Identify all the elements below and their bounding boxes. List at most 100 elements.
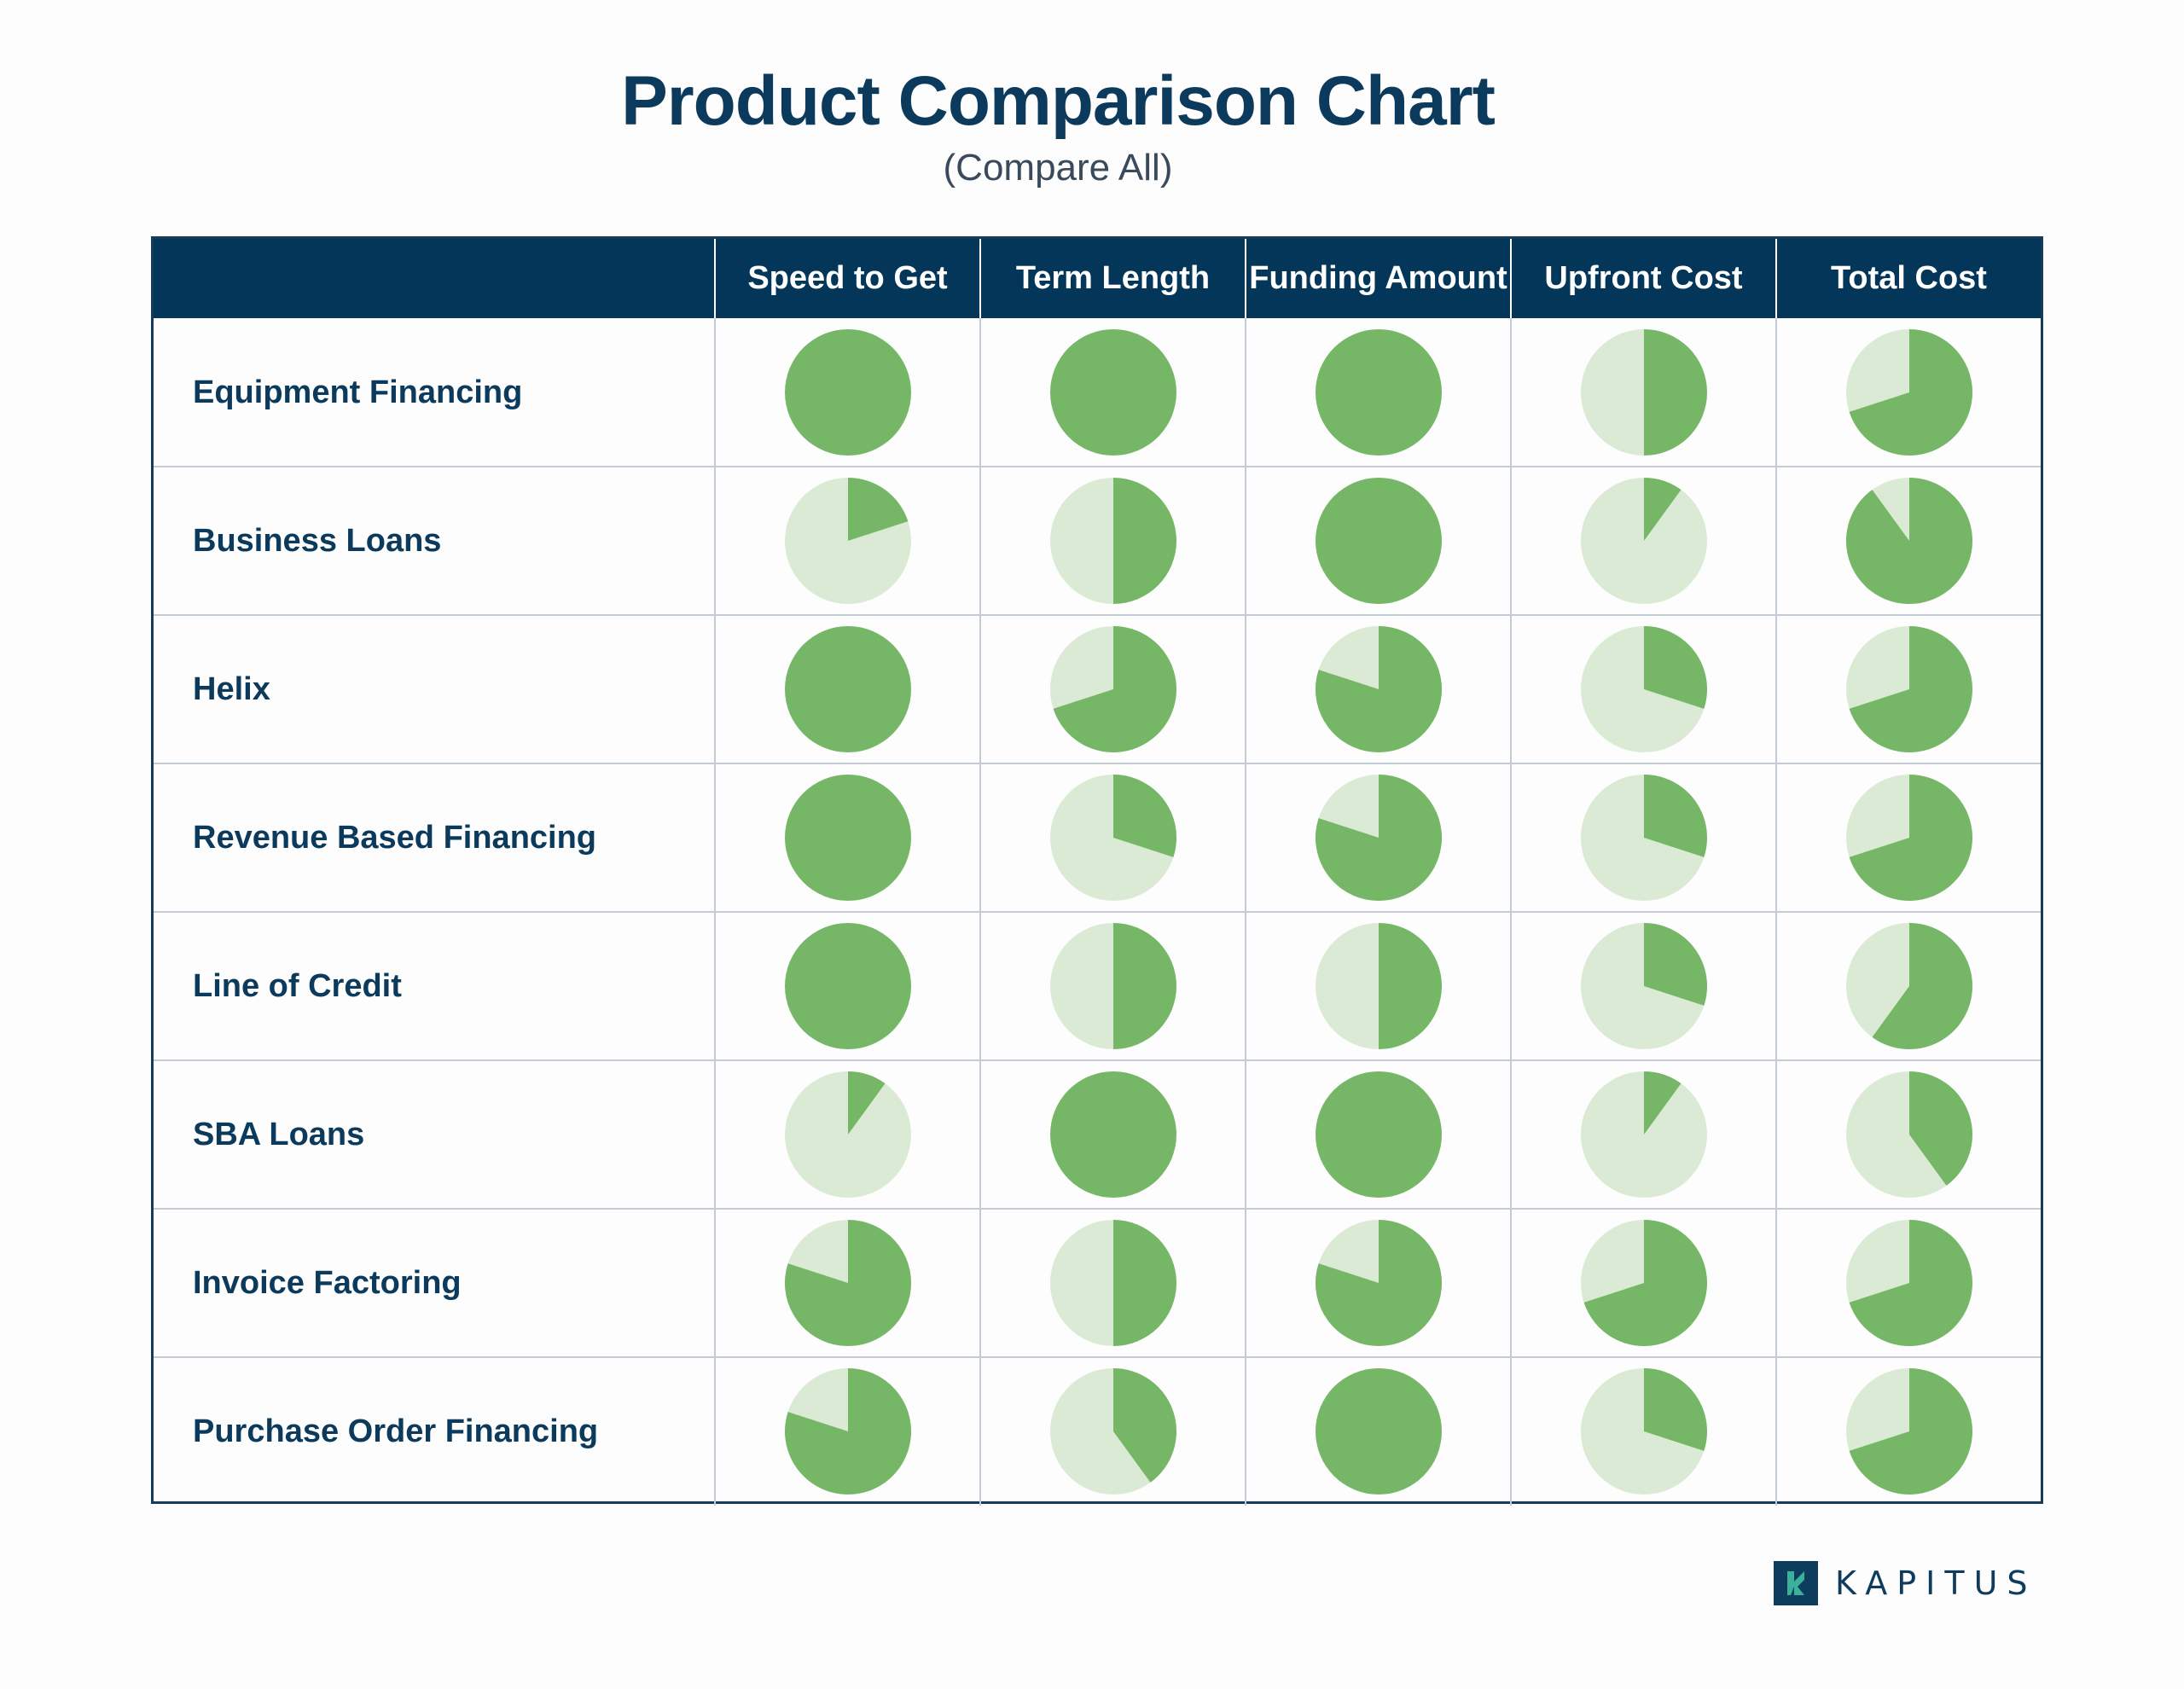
- row-divider: [154, 763, 2041, 764]
- pie-sba-loans-term-length: [1049, 1071, 1176, 1198]
- pie-fill: [1849, 1220, 1972, 1346]
- pie-fill: [1643, 329, 1707, 456]
- header-divider: [714, 239, 716, 318]
- pie-equipment-financing-upfront-cost: [1580, 329, 1707, 456]
- pie-fill: [1908, 1071, 1972, 1186]
- row-label-business-loans: Business Loans: [193, 522, 442, 559]
- pie-fill: [1053, 626, 1176, 752]
- pie-purchase-order-financing-term-length: [1049, 1368, 1176, 1495]
- row-divider: [154, 911, 2041, 913]
- pie-line-of-credit-speed-to-get: [784, 923, 911, 1049]
- pie-fill: [1845, 478, 1972, 604]
- pie-fill: [1643, 1071, 1681, 1135]
- column-header-speed-to-get: Speed to Get: [715, 239, 980, 318]
- pie-business-loans-funding-amount: [1315, 478, 1442, 604]
- pie-fill: [784, 1368, 911, 1495]
- pie-background: [1315, 478, 1442, 604]
- pie-revenue-based-financing-speed-to-get: [784, 775, 911, 901]
- column-header-label: Speed to Get: [747, 260, 948, 296]
- chart-subtitle: (Compare All): [943, 147, 1173, 189]
- row-label-line-of-credit: Line of Credit: [193, 967, 402, 1004]
- pie-equipment-financing-funding-amount: [1315, 329, 1442, 456]
- header-divider: [1245, 239, 1246, 318]
- pie-fill: [784, 1220, 911, 1346]
- pie-invoice-factoring-total-cost: [1845, 1220, 1972, 1346]
- pie-fill: [1315, 775, 1442, 901]
- column-header-funding-amount: Funding Amount: [1246, 239, 1511, 318]
- pie-purchase-order-financing-speed-to-get: [784, 1368, 911, 1495]
- pie-background: [784, 329, 911, 456]
- pie-sba-loans-speed-to-get: [784, 1071, 911, 1198]
- pie-background: [784, 626, 911, 752]
- row-label-sba-loans: SBA Loans: [193, 1116, 365, 1152]
- pie-fill: [1112, 923, 1176, 1049]
- pie-sba-loans-upfront-cost: [1580, 1071, 1707, 1198]
- chart-title: Product Comparison Chart: [621, 62, 1496, 140]
- pie-revenue-based-financing-term-length: [1049, 775, 1176, 901]
- pie-fill: [1872, 923, 1972, 1049]
- table-header: Speed to Get Term Length Funding Amount Upf…: [154, 239, 2041, 318]
- pie-invoice-factoring-speed-to-get: [784, 1220, 911, 1346]
- pie-helix-speed-to-get: [784, 626, 911, 752]
- column-header-label: Upfront Cost: [1544, 260, 1743, 296]
- pie-fill: [1643, 923, 1707, 1006]
- pie-revenue-based-financing-total-cost: [1845, 775, 1972, 901]
- pie-purchase-order-financing-funding-amount: [1315, 1368, 1442, 1495]
- pie-line-of-credit-term-length: [1049, 923, 1176, 1049]
- pie-purchase-order-financing-total-cost: [1845, 1368, 1972, 1495]
- row-label-purchase-order-financing: Purchase Order Financing: [193, 1413, 599, 1449]
- pie-line-of-credit-total-cost: [1845, 923, 1972, 1049]
- pie-business-loans-upfront-cost: [1580, 478, 1707, 604]
- pie-fill: [1112, 1368, 1176, 1483]
- pie-fill: [1643, 626, 1707, 709]
- pie-business-loans-total-cost: [1845, 478, 1972, 604]
- pie-equipment-financing-total-cost: [1845, 329, 1972, 456]
- pie-background: [1315, 1368, 1442, 1495]
- comparison-table: Speed to Get Term Length Funding Amount Upf…: [151, 236, 2043, 1506]
- column-header-label: Total Cost: [1831, 260, 1987, 296]
- row-divider: [154, 614, 2041, 616]
- column-header-total-cost: Total Cost: [1776, 239, 2042, 318]
- pie-fill: [1112, 775, 1176, 857]
- pie-fill: [1849, 1368, 1972, 1495]
- pie-background: [1049, 1071, 1176, 1198]
- pie-helix-upfront-cost: [1580, 626, 1707, 752]
- pie-background: [1049, 329, 1176, 456]
- pie-fill: [1112, 1220, 1176, 1346]
- row-label-revenue-based-financing: Revenue Based Financing: [193, 819, 597, 856]
- column-header-label: Term Length: [1015, 260, 1211, 296]
- pie-purchase-order-financing-upfront-cost: [1580, 1368, 1707, 1495]
- pie-fill: [1849, 775, 1972, 901]
- pie-fill: [1643, 478, 1681, 541]
- row-label-invoice-factoring: Invoice Factoring: [193, 1264, 462, 1301]
- column-header-term-length: Term Length: [980, 239, 1246, 318]
- pie-helix-term-length: [1049, 626, 1176, 752]
- pie-fill: [847, 1071, 885, 1135]
- pie-revenue-based-financing-upfront-cost: [1580, 775, 1707, 901]
- pie-equipment-financing-term-length: [1049, 329, 1176, 456]
- pie-invoice-factoring-upfront-cost: [1580, 1220, 1707, 1346]
- row-divider: [154, 466, 2041, 467]
- pie-line-of-credit-funding-amount: [1315, 923, 1442, 1049]
- row-divider: [154, 1208, 2041, 1210]
- pie-invoice-factoring-term-length: [1049, 1220, 1176, 1346]
- header-divider: [979, 239, 981, 318]
- row-divider: [154, 1356, 2041, 1358]
- pie-line-of-credit-upfront-cost: [1580, 923, 1707, 1049]
- pie-business-loans-term-length: [1049, 478, 1176, 604]
- pie-fill: [847, 478, 908, 541]
- pie-fill: [1849, 329, 1972, 456]
- column-header-label: Funding Amount: [1249, 260, 1507, 296]
- pie-fill: [1643, 775, 1707, 857]
- k-logo-icon: [1774, 1561, 1818, 1605]
- pie-background: [1315, 329, 1442, 456]
- header-divider: [1775, 239, 1777, 318]
- pie-equipment-financing-speed-to-get: [784, 329, 911, 456]
- pie-fill: [1315, 626, 1442, 752]
- pie-fill: [1583, 1220, 1707, 1346]
- pie-sba-loans-funding-amount: [1315, 1071, 1442, 1198]
- kapitus-logo: KAPITUS: [1774, 1561, 2037, 1605]
- pie-fill: [1643, 1368, 1707, 1451]
- pie-fill: [1378, 923, 1442, 1049]
- pie-background: [784, 923, 911, 1049]
